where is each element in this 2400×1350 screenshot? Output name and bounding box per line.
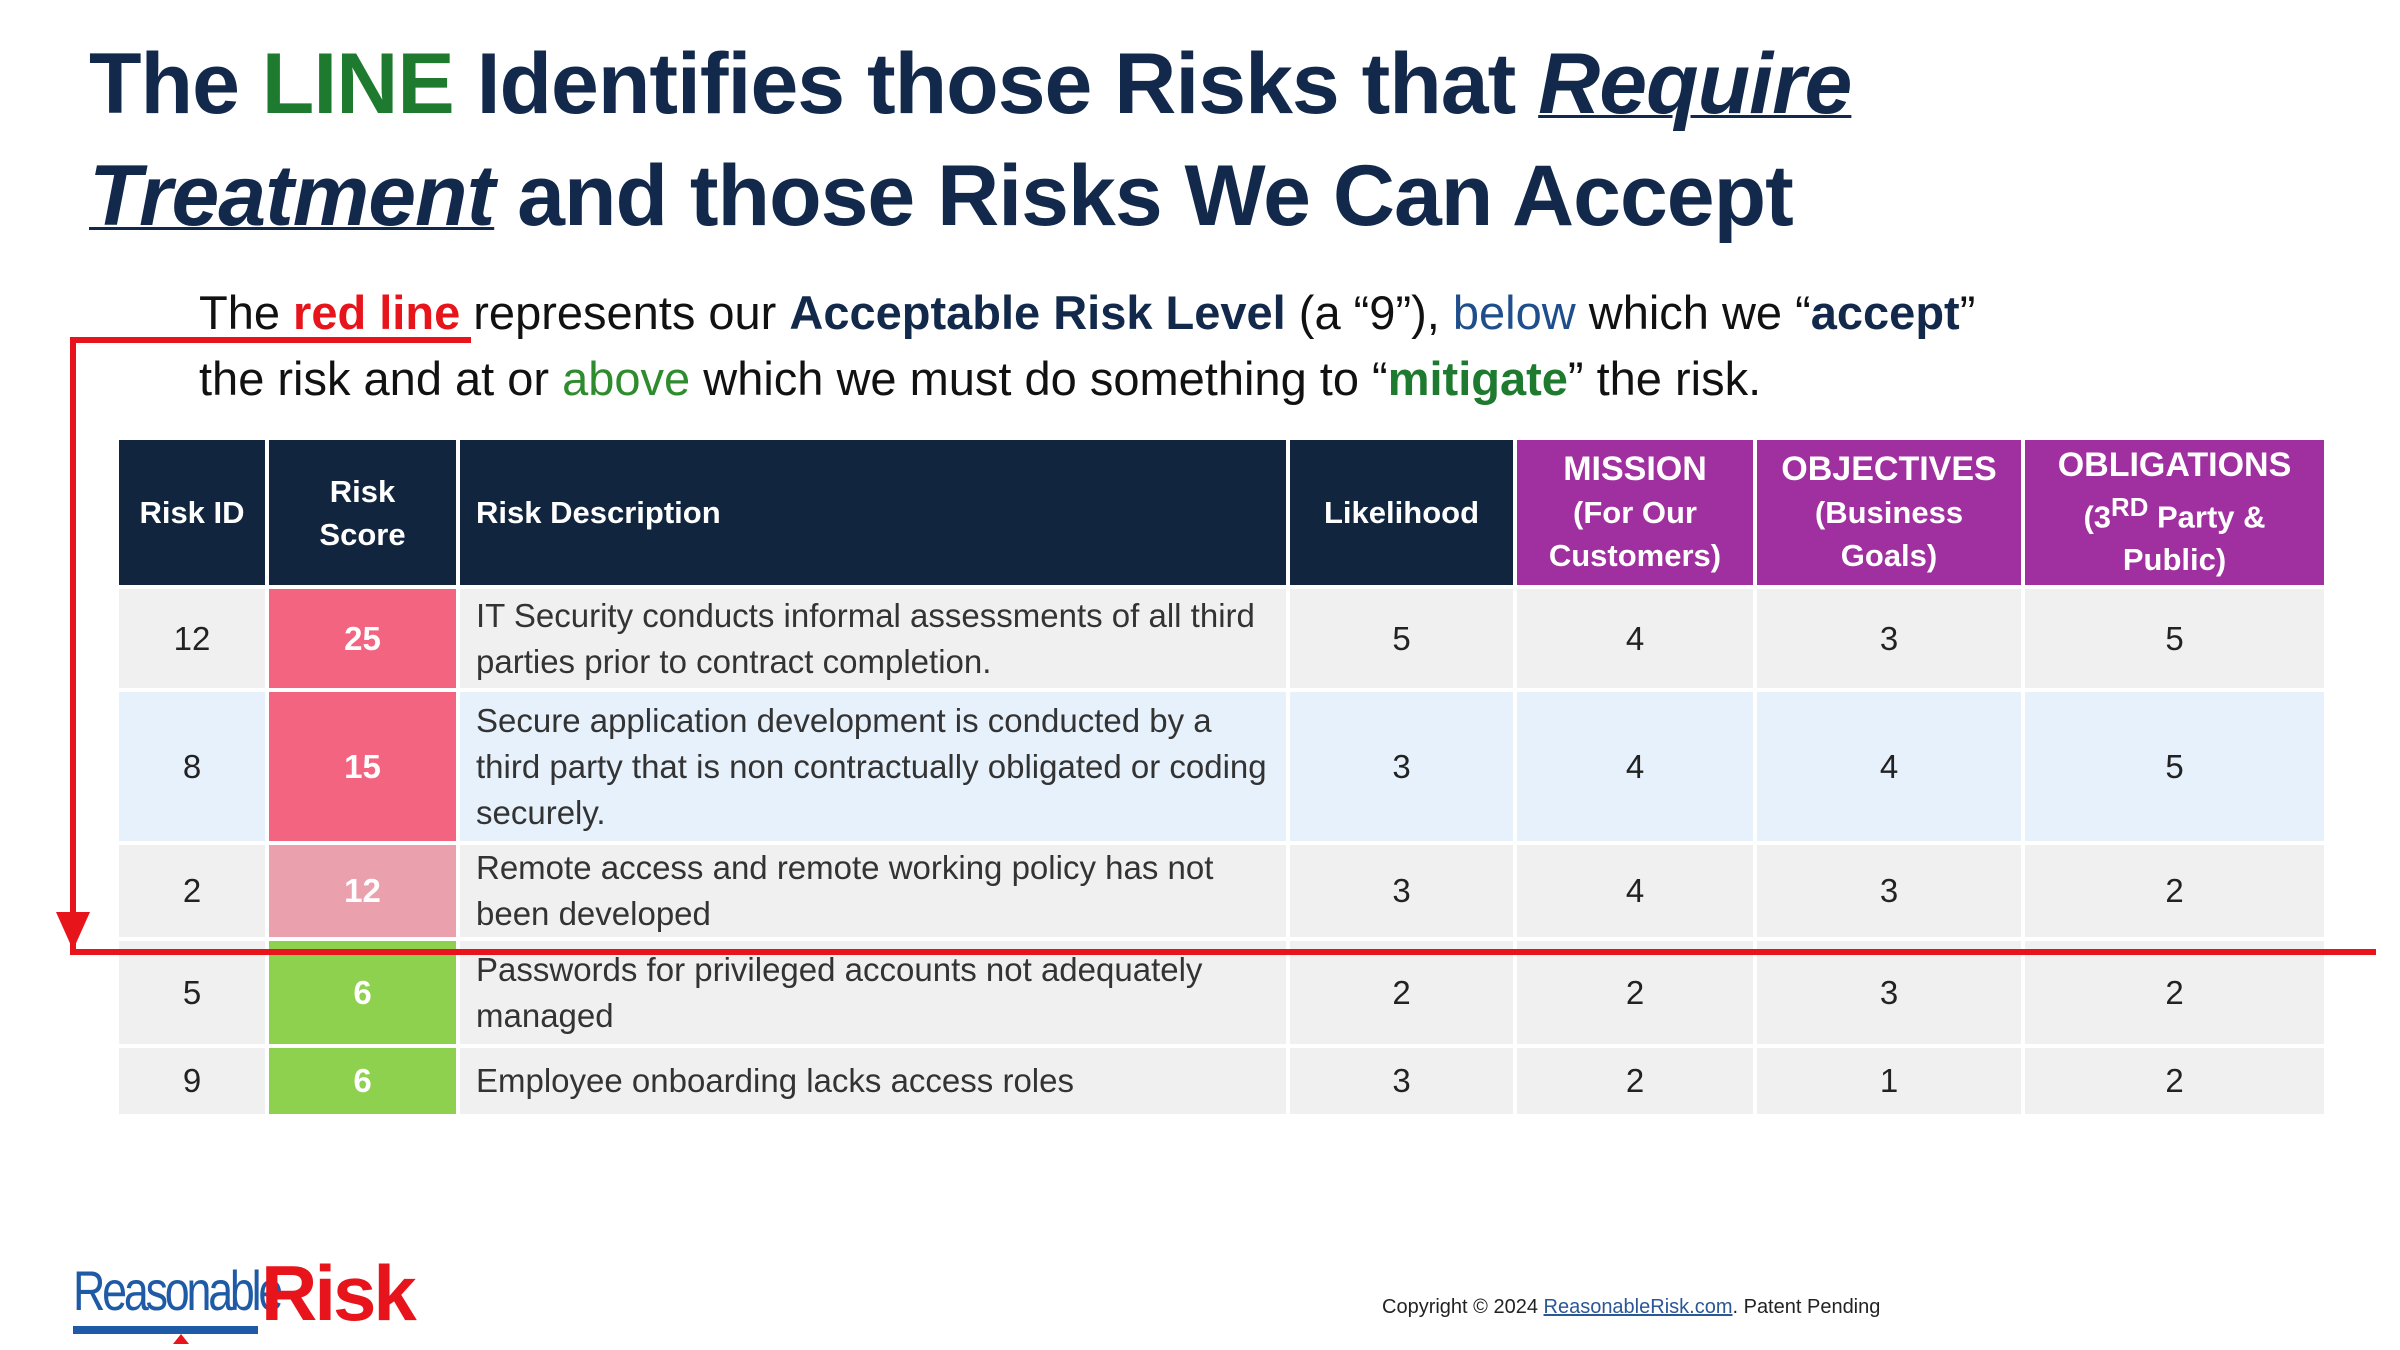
mission: 2 xyxy=(1513,937,1757,1048)
risk-id: 2 xyxy=(115,841,269,941)
objectives: 3 xyxy=(1753,585,2025,692)
subtitle-text: The xyxy=(199,286,294,339)
risk-score: 15 xyxy=(265,688,460,845)
risk-table: Risk ID Risk Score Risk Description Likelih… xyxy=(115,436,2328,1118)
column-header: OBJECTIVES (Business Goals) xyxy=(1753,436,2025,589)
title-text: The xyxy=(89,36,262,132)
table-row: 12 25 IT Security conducts informal assess… xyxy=(115,585,2328,692)
table-row: 5 6 Passwords for privileged accounts not … xyxy=(115,937,2328,1048)
subtitle-text: (a “9”), xyxy=(1285,286,1453,339)
column-header: Likelihood xyxy=(1286,436,1517,589)
obligations: 2 xyxy=(2021,841,2328,941)
risk-id: 8 xyxy=(115,688,269,845)
risk-id: 12 xyxy=(115,585,269,692)
header-title: Risk ID xyxy=(139,495,245,530)
objectives: 3 xyxy=(1753,937,2025,1048)
risk-description: Remote access and remote working policy … xyxy=(456,841,1290,941)
subtitle-text: Acceptable Risk Level xyxy=(789,286,1286,339)
header-sub: (3 xyxy=(2083,499,2112,535)
table-row: 8 15 Secure application development is con… xyxy=(115,688,2328,845)
mission: 4 xyxy=(1513,688,1757,845)
logo: Reasonable Risk xyxy=(73,1249,417,1344)
header-title: Risk Description xyxy=(476,495,721,530)
risk-description: Employee onboarding lacks access roles xyxy=(456,1044,1290,1118)
header-title: Likelihood xyxy=(1324,495,1479,530)
arrow-head xyxy=(56,912,90,950)
obligations: 5 xyxy=(2021,688,2328,845)
risk-score: 25 xyxy=(265,585,460,692)
header-title: OBLIGATIONS xyxy=(2057,445,2292,484)
header-row: Risk ID Risk Score Risk Description Likelih… xyxy=(115,436,2328,589)
obligations: 5 xyxy=(2021,585,2328,692)
subtitle: The red line represents our Acceptable R… xyxy=(199,280,1975,412)
title-text: LINE xyxy=(261,36,455,132)
subtitle-text: accept xyxy=(1810,286,1960,339)
subtitle-text: represents our xyxy=(460,286,790,339)
column-header: MISSION (For Our Customers) xyxy=(1513,436,1757,589)
column-header: Risk Score xyxy=(265,436,460,589)
website-link[interactable]: ReasonableRisk.com xyxy=(1543,1296,1733,1318)
column-header: Risk ID xyxy=(115,436,269,589)
likelihood: 3 xyxy=(1286,841,1517,941)
risk-id: 5 xyxy=(115,937,269,1048)
header-title: Risk Score xyxy=(319,473,406,552)
subtitle-text: below xyxy=(1452,286,1576,339)
copyright-text: Copyright © 2024 xyxy=(1382,1296,1544,1318)
risk-id: 9 xyxy=(115,1044,269,1118)
title-text: Identifies those Risks that xyxy=(453,36,1539,132)
objectives: 1 xyxy=(1753,1044,2025,1118)
header-sub: (Business Goals) xyxy=(1814,495,1964,573)
copyright-text: . Patent Pending xyxy=(1732,1296,1881,1318)
subtitle-text: ” xyxy=(1959,286,1976,339)
mission: 4 xyxy=(1513,841,1757,941)
mission: 4 xyxy=(1513,585,1757,692)
header-title: MISSION xyxy=(1563,450,1707,488)
table-row: 2 12 Remote access and remote working poli… xyxy=(115,841,2328,941)
obligations: 2 xyxy=(2021,1044,2328,1118)
column-header: Risk Description xyxy=(456,436,1290,589)
obligations: 2 xyxy=(2021,937,2328,1048)
risk-description: Secure application development is conduc… xyxy=(456,688,1290,845)
risk-score: 12 xyxy=(265,841,460,941)
objectives: 4 xyxy=(1753,688,2025,845)
logo-text: Risk xyxy=(261,1249,417,1337)
column-header: OBLIGATIONS (3RD Party & Public) xyxy=(2021,436,2328,589)
risk-description: IT Security conducts informal assessment… xyxy=(456,585,1290,692)
slide-title: The LINE Identifies those Risks that Req… xyxy=(89,28,1852,252)
subtitle-text: ” the risk. xyxy=(1567,352,1762,405)
risk-score: 6 xyxy=(265,937,460,1048)
title-text: Require xyxy=(1538,36,1852,132)
subtitle-text: mitigate xyxy=(1387,352,1568,405)
risk-description: Passwords for privileged accounts not ad… xyxy=(456,937,1290,1048)
subtitle-text: the risk and at or xyxy=(199,352,563,405)
subtitle-text: which we “ xyxy=(1575,286,1811,339)
title-text: Treatment xyxy=(89,148,495,244)
likelihood: 5 xyxy=(1286,585,1517,692)
mission: 2 xyxy=(1513,1044,1757,1118)
logo-bar xyxy=(73,1326,258,1344)
subtitle-text: red line xyxy=(293,286,461,339)
table-row: 9 6 Employee onboarding lacks access roles… xyxy=(115,1044,2328,1118)
header-title: OBJECTIVES xyxy=(1781,450,1997,488)
copyright: Copyright © 2024 ReasonableRisk.com. Pat… xyxy=(1382,1296,1880,1319)
logo-text: Reasonable xyxy=(73,1259,283,1322)
likelihood: 2 xyxy=(1286,937,1517,1048)
title-text: and those Risks We Can Accept xyxy=(494,148,1794,244)
header-sub: (For Our Customers) xyxy=(1548,495,1722,573)
likelihood: 3 xyxy=(1286,688,1517,845)
objectives: 3 xyxy=(1753,841,2025,941)
header-sub: RD xyxy=(2111,493,2149,522)
subtitle-text: above xyxy=(562,352,691,405)
likelihood: 3 xyxy=(1286,1044,1517,1118)
subtitle-text: which we must do something to “ xyxy=(690,352,1388,405)
risk-score: 6 xyxy=(265,1044,460,1118)
